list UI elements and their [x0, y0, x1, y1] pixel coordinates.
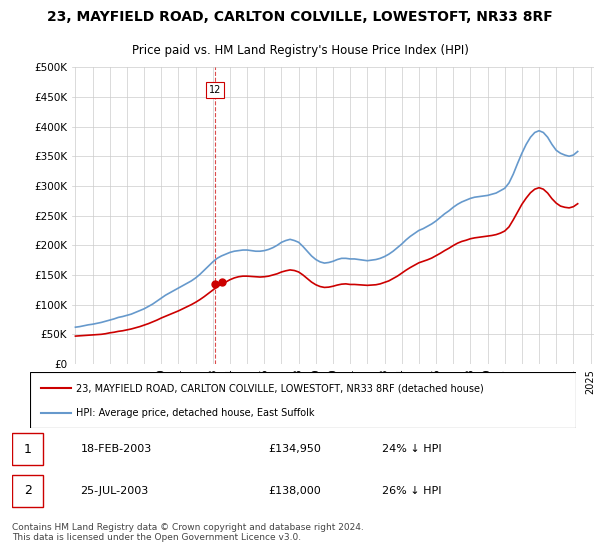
Text: Contains HM Land Registry data © Crown copyright and database right 2024.
This d: Contains HM Land Registry data © Crown c… [12, 523, 364, 542]
Text: 23, MAYFIELD ROAD, CARLTON COLVILLE, LOWESTOFT, NR33 8RF: 23, MAYFIELD ROAD, CARLTON COLVILLE, LOW… [47, 10, 553, 24]
FancyBboxPatch shape [12, 475, 43, 507]
FancyBboxPatch shape [12, 433, 43, 465]
FancyBboxPatch shape [30, 372, 576, 428]
Text: 12: 12 [209, 85, 221, 95]
Text: Price paid vs. HM Land Registry's House Price Index (HPI): Price paid vs. HM Land Registry's House … [131, 44, 469, 57]
Text: £138,000: £138,000 [269, 486, 321, 496]
Text: 18-FEB-2003: 18-FEB-2003 [80, 444, 152, 454]
Text: HPI: Average price, detached house, East Suffolk: HPI: Average price, detached house, East… [76, 408, 315, 418]
Text: 23, MAYFIELD ROAD, CARLTON COLVILLE, LOWESTOFT, NR33 8RF (detached house): 23, MAYFIELD ROAD, CARLTON COLVILLE, LOW… [76, 383, 484, 393]
Text: £134,950: £134,950 [269, 444, 322, 454]
Text: 25-JUL-2003: 25-JUL-2003 [80, 486, 149, 496]
Text: 26% ↓ HPI: 26% ↓ HPI [383, 486, 442, 496]
Text: 2: 2 [24, 484, 32, 497]
Text: 1: 1 [24, 443, 32, 456]
Text: 24% ↓ HPI: 24% ↓ HPI [383, 444, 442, 454]
